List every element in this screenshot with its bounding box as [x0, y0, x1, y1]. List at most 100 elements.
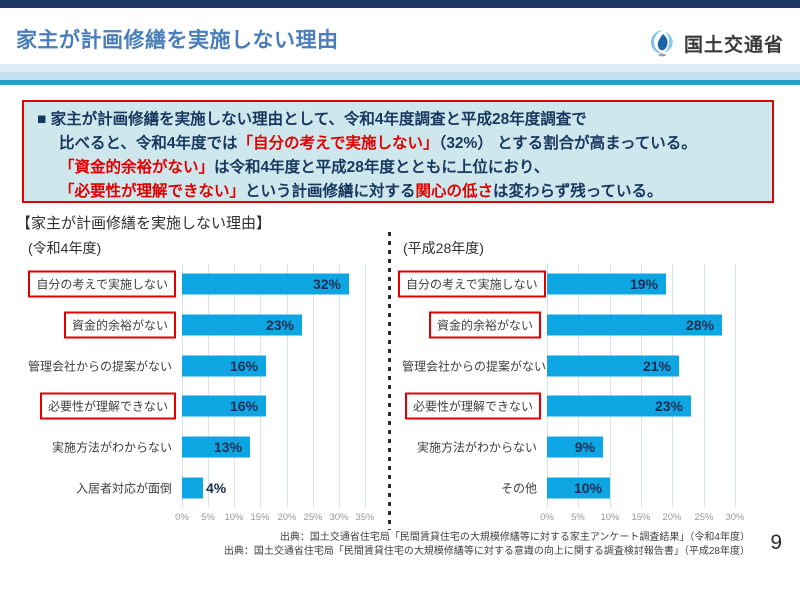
bar [182, 314, 302, 336]
summary-text: 比べると、令和4年度では [59, 135, 238, 152]
bar [547, 477, 610, 499]
gridline [735, 264, 736, 508]
summary-box: ■ 家主が計画修繕を実施しない理由として、令和4年度調査と平成28年度調査で比べ… [22, 100, 774, 203]
category-cell: 自分の考えで実施しない [398, 270, 546, 298]
category-cell: 管理会社からの提案がない [398, 354, 546, 377]
plot-area [182, 264, 366, 508]
category-label-highlighted: 資金的余裕がない [428, 311, 541, 339]
bar-area: 16% [182, 386, 395, 427]
chart-row: 実施方法がわからない 13% [24, 427, 374, 468]
summary-highlight-text: 「必要性が理解できない」 [59, 183, 246, 200]
chart-row: その他 10% [398, 467, 743, 508]
value-label: 4% [206, 479, 227, 496]
gridline [547, 264, 548, 508]
tick-label: 15% [631, 512, 651, 523]
tick-label: 15% [250, 512, 270, 523]
bar-area: 16% [182, 345, 395, 386]
value-label: 9% [574, 438, 595, 455]
category-label: 実施方法がわからない [51, 440, 172, 455]
category-cell: その他 [398, 476, 541, 499]
page-number: 9 [770, 531, 782, 554]
bar-area: 9% [547, 427, 765, 468]
tick-label: 10% [600, 512, 620, 523]
bar [182, 477, 203, 499]
bar [182, 273, 349, 295]
tick-label: 5% [571, 512, 585, 523]
tick-label: 35% [355, 512, 375, 523]
value-label: 13% [213, 438, 242, 455]
value-label: 16% [229, 357, 258, 374]
gridline [704, 264, 705, 508]
bar-area: 28% [547, 305, 765, 346]
value-label: 32% [312, 276, 341, 293]
value-label: 21% [642, 357, 671, 374]
bar [182, 355, 266, 377]
category-cell: 実施方法がわからない [398, 435, 541, 458]
summary-text: （32%） とする割合が高まっている。 [438, 135, 697, 152]
tick-label: 20% [662, 512, 682, 523]
gridline [234, 264, 235, 508]
agency-name: 国土交通省 [683, 34, 784, 56]
category-cell: 自分の考えで実施しない [24, 270, 176, 298]
summary-text: は変わらず残っている。 [493, 183, 663, 200]
category-cell: 資金的余裕がない [24, 311, 176, 339]
chart-subtitle-reiwa4: (令和4年度) [28, 240, 102, 256]
category-cell: 実施方法がわからない [24, 435, 176, 458]
tick-label: 25% [303, 512, 323, 523]
bar-area: 10% [547, 467, 765, 508]
category-label-highlighted: 自分の考えで実施しない [398, 270, 546, 298]
mlit-emblem-icon [650, 30, 673, 57]
category-label: 管理会社からの提案がない [28, 359, 173, 374]
category-label-highlighted: 必要性が理解できない [39, 392, 176, 420]
category-label: その他 [500, 481, 537, 496]
gridline [672, 264, 673, 508]
category-label: 入居者対応が面倒 [75, 481, 172, 496]
category-label-highlighted: 自分の考えで実施しない [28, 270, 176, 298]
gridline [610, 264, 611, 508]
tick-label: 5% [201, 512, 215, 523]
tick-label: 30% [329, 512, 349, 523]
header-divider-stripes [0, 64, 800, 85]
gridline [578, 264, 579, 508]
gridline [313, 264, 314, 508]
summary-line: ■ 家主が計画修繕を実施しない理由として、令和4年度調査と平成28年度調査で [37, 108, 762, 132]
page-title: 家主が計画修繕を実施しない理由 [16, 29, 339, 52]
chart-row: 入居者対応が面倒 4% [24, 467, 374, 508]
bar-area: 13% [182, 427, 395, 468]
summary-highlight-text: 「自分の考えで実施しない」 [237, 135, 439, 152]
tick-label: 0% [175, 512, 189, 523]
chart-subtitle-heisei28: (平成28年度) [403, 240, 484, 256]
chart-row: 資金的余裕がない 28% [398, 305, 743, 346]
tick-label: 25% [694, 512, 714, 523]
gridline [260, 264, 261, 508]
chart-row: 管理会社からの提案がない 21% [398, 345, 743, 386]
value-label: 23% [265, 316, 294, 333]
source-citations: 出典：国土交通省住宅局「民間賃貸住宅の大規模修繕等に対する家主アンケート調査結果… [224, 531, 750, 559]
gridline [641, 264, 642, 508]
bar-area: 23% [182, 305, 395, 346]
tick-label: 10% [224, 512, 244, 523]
summary-highlight-text: 「資金的余裕がない」 [59, 159, 215, 176]
chart-row: 管理会社からの提案がない 16% [24, 345, 374, 386]
charts-area: (令和4年度) 自分の考えで実施しない 32% 資金的余裕がない 23% 管理会社からの… [0, 232, 800, 538]
chart-row: 自分の考えで実施しない 32% [24, 264, 374, 305]
summary-line: 「資金的余裕がない」は令和4年度と平成28年度とともに上位におり、 [37, 156, 762, 180]
bar-area: 4% [182, 467, 395, 508]
plot-area [547, 264, 736, 508]
chart-row: 資金的余裕がない 23% [24, 305, 374, 346]
value-label: 10% [573, 479, 602, 496]
chart-panel-heisei28: (平成28年度) 自分の考えで実施しない 19% 資金的余裕がない 28% 管理会社から… [398, 238, 745, 538]
mlit-logo: 国土交通省 [648, 28, 784, 58]
charts-dotted-divider [388, 232, 391, 530]
summary-text: ■ 家主が計画修繕を実施しない理由として、令和4年度調査と平成28年度調査で [37, 111, 587, 128]
chart-row: 実施方法がわからない 9% [398, 427, 743, 468]
chart-panel-reiwa4: (令和4年度) 自分の考えで実施しない 32% 資金的余裕がない 23% 管理会社からの… [24, 238, 375, 538]
category-cell: 必要性が理解できない [24, 392, 176, 420]
chart-row: 必要性が理解できない 16% [24, 386, 374, 427]
chart-row: 必要性が理解できない 23% [398, 386, 743, 427]
source-line-reiwa4: 出典：国土交通省住宅局「民間賃貸住宅の大規模修繕等に対する家主アンケート調査結果… [279, 532, 750, 543]
category-cell: 管理会社からの提案がない [24, 354, 176, 377]
category-cell: 入居者対応が面倒 [24, 476, 176, 499]
bar-area: 23% [547, 386, 765, 427]
